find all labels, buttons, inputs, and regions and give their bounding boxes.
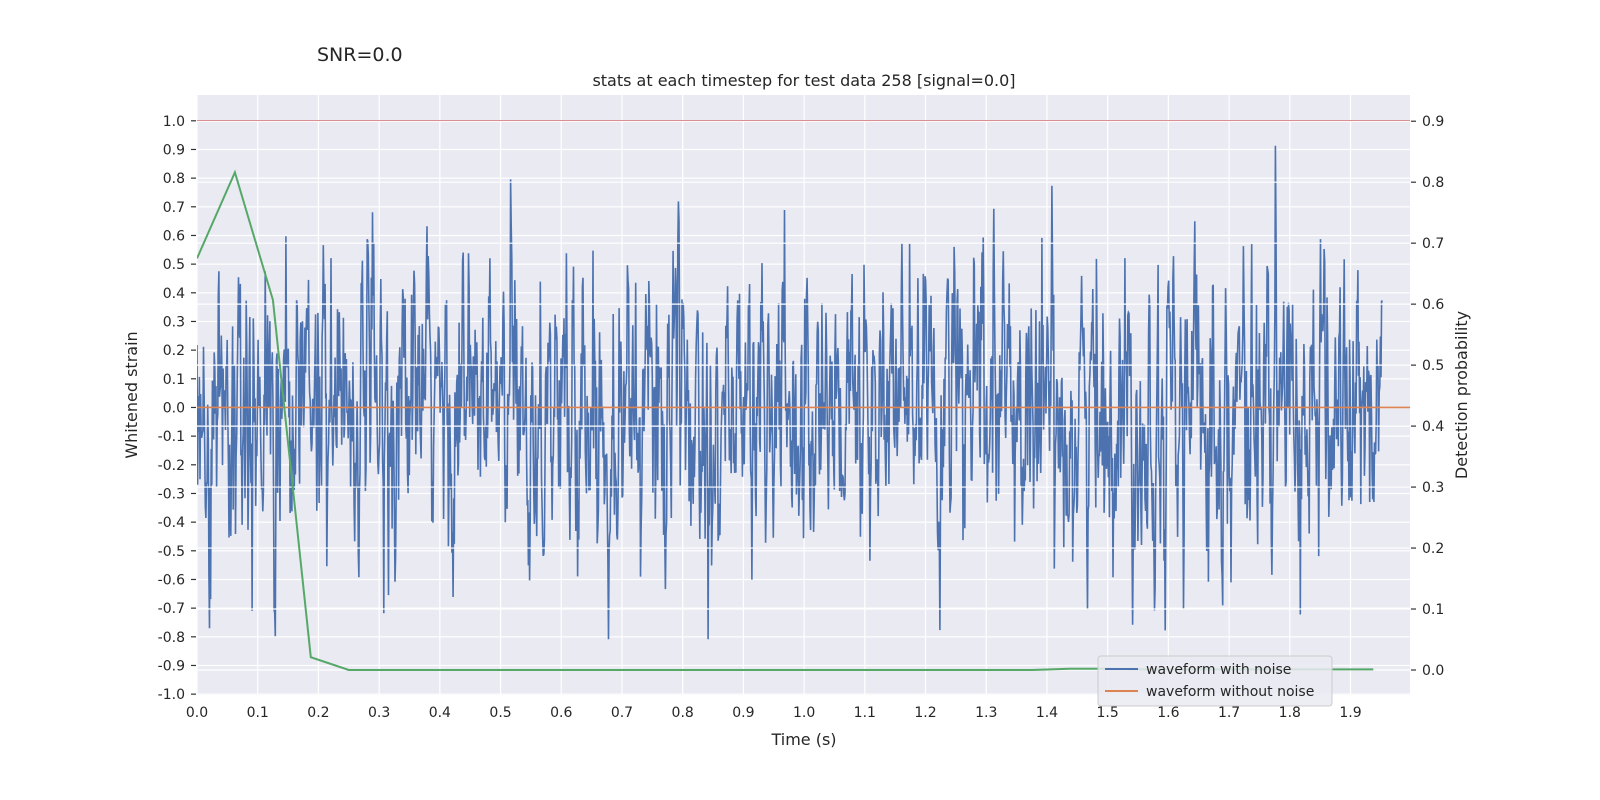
y-tick-label: 0.9	[163, 142, 185, 158]
y-tick-label: -0.4	[158, 515, 185, 531]
y-tick-label: 0.6	[163, 228, 185, 244]
x-tick-label: 1.0	[793, 705, 815, 721]
x-tick-label: 0.2	[307, 705, 329, 721]
y2-tick-label: 0.3	[1422, 480, 1444, 496]
y-tick-label: 0.7	[163, 200, 185, 216]
y-tick-label: 0.8	[163, 171, 185, 187]
x-tick-label: 1.6	[1157, 705, 1179, 721]
y-tick-label: -0.3	[158, 486, 185, 502]
y2-tick-label: 0.7	[1422, 236, 1444, 252]
y-tick-label: 0.4	[163, 286, 185, 302]
chart-title: stats at each timestep for test data 258…	[592, 71, 1015, 90]
legend: waveform with noise waveform without noi…	[1097, 655, 1333, 707]
y-tick-label: -0.5	[158, 544, 185, 560]
y-tick-label: 0.3	[163, 314, 185, 330]
legend-box	[1097, 655, 1333, 707]
y2-tick-label: 0.0	[1422, 663, 1444, 679]
y-tick-label: -0.7	[158, 601, 185, 617]
legend-label-noise: waveform with noise	[1146, 662, 1291, 678]
y2-tick-label: 0.6	[1422, 297, 1444, 313]
y-tick-label: -0.6	[158, 572, 185, 588]
y-tick-label: 0.1	[163, 372, 185, 388]
y-tick-label: 0.0	[163, 400, 185, 416]
y2-tick-label: 0.9	[1422, 114, 1444, 130]
x-tick-label: 0.8	[672, 705, 694, 721]
x-tick-label: 1.5	[1097, 705, 1119, 721]
suptitle: SNR=0.0	[317, 44, 403, 66]
y-tick-label: -0.1	[158, 429, 185, 445]
x-tick-label: 1.1	[854, 705, 876, 721]
x-tick-label: 1.3	[975, 705, 997, 721]
y2-tick-label: 0.5	[1422, 358, 1444, 374]
y2-tick-label: 0.4	[1422, 419, 1444, 435]
x-tick-label: 0.6	[550, 705, 572, 721]
y-tick-label: -0.9	[158, 658, 185, 674]
x-tick-label: 0.3	[368, 705, 390, 721]
x-tick-label: 0.7	[611, 705, 633, 721]
x-tick-label: 0.4	[429, 705, 451, 721]
x-tick-label: 1.9	[1339, 705, 1361, 721]
x-tick-label: 0.5	[489, 705, 511, 721]
x-tick-label: 1.7	[1218, 705, 1240, 721]
y2-tick-label: 0.8	[1422, 175, 1444, 191]
y2-tick-label: 0.2	[1422, 541, 1444, 557]
y-tick-label: -0.8	[158, 630, 185, 646]
x-tick-label: 0.9	[732, 705, 754, 721]
x-tick-label: 1.4	[1036, 705, 1058, 721]
x-tick-label: 1.8	[1279, 705, 1301, 721]
y-tick-label: 0.5	[163, 257, 185, 273]
x-axis-label: Time (s)	[770, 730, 836, 749]
y-axis-label: Whitened strain	[122, 331, 141, 458]
x-tick-label: 0.1	[247, 705, 269, 721]
x-tick-label: 0.0	[186, 705, 208, 721]
y2-tick-label: 0.1	[1422, 602, 1444, 618]
legend-label-clean: waveform without noise	[1146, 684, 1314, 700]
y-tick-label: 1.0	[163, 114, 185, 130]
y-tick-label: -0.2	[158, 458, 185, 474]
y-tick-label: -1.0	[158, 687, 185, 703]
y-tick-label: 0.2	[163, 343, 185, 359]
x-tick-label: 1.2	[914, 705, 936, 721]
y2-axis-label: Detection probability	[1452, 311, 1471, 479]
